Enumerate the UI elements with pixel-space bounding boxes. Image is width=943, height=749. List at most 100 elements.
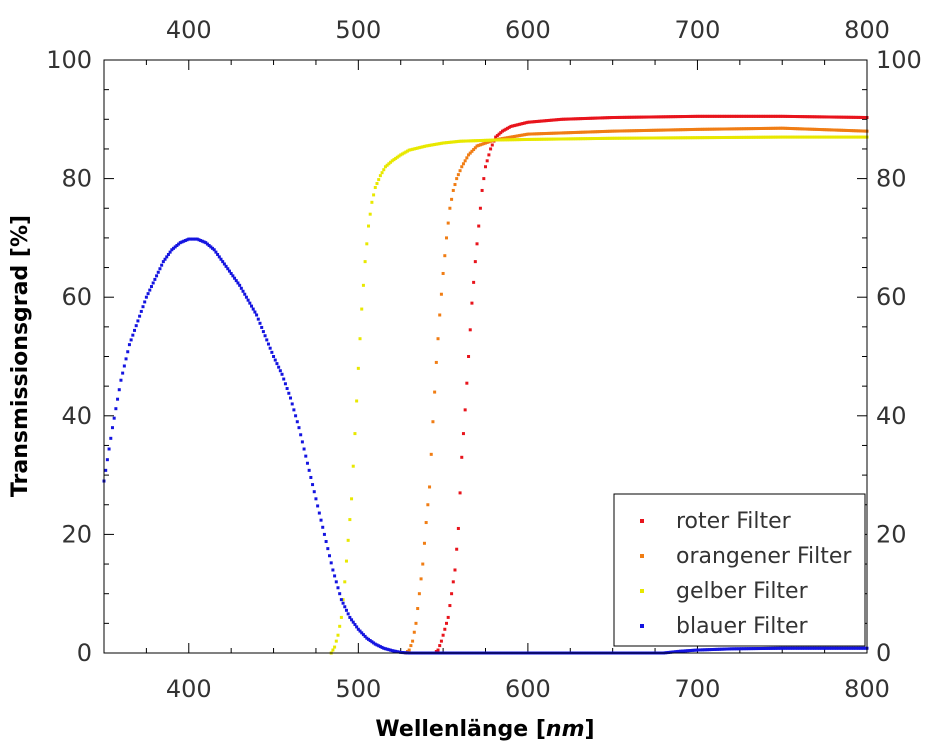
data-point [840, 135, 844, 139]
data-point [809, 127, 813, 131]
data-point [550, 137, 554, 141]
data-point [531, 120, 535, 124]
data-point [746, 114, 750, 118]
data-point [426, 503, 430, 507]
data-point [573, 130, 577, 134]
data-point [507, 125, 511, 129]
data-point [600, 130, 604, 134]
data-point [555, 131, 559, 135]
data-point [834, 646, 838, 650]
data-point [628, 136, 632, 140]
data-point [626, 129, 630, 133]
data-point [826, 135, 830, 139]
data-point [760, 646, 764, 650]
data-point [450, 140, 454, 144]
data-point [789, 126, 793, 130]
data-point [480, 188, 484, 192]
data-point [690, 648, 694, 652]
data-point [680, 115, 684, 119]
data-point [833, 128, 837, 132]
data-point [561, 117, 565, 121]
data-point [670, 115, 674, 119]
data-point [780, 646, 784, 650]
data-point [202, 240, 206, 244]
data-point [124, 357, 128, 361]
data-point [516, 134, 520, 138]
data-point [858, 129, 862, 133]
data-point [338, 624, 342, 628]
data-point [699, 136, 703, 140]
data-point [587, 130, 591, 134]
data-point [707, 114, 711, 118]
data-point [584, 130, 588, 134]
data-point [863, 135, 867, 139]
data-point [211, 246, 215, 250]
data-point [684, 128, 688, 132]
data-point [526, 137, 530, 141]
data-point [824, 128, 828, 132]
data-point [346, 538, 350, 542]
data-point [714, 114, 718, 118]
data-point [848, 115, 852, 119]
data-point [646, 115, 650, 119]
data-point [833, 135, 837, 139]
data-point [522, 121, 526, 125]
data-point [643, 128, 647, 132]
data-point [755, 647, 759, 651]
data-point [241, 289, 245, 293]
data-point [699, 127, 703, 131]
data-point [790, 127, 794, 131]
data-point [716, 114, 720, 118]
data-point [746, 647, 750, 651]
data-point [662, 115, 666, 119]
data-point [804, 115, 808, 119]
data-point [836, 646, 840, 650]
data-point [855, 135, 859, 139]
data-point [480, 142, 484, 146]
data-point [841, 128, 845, 132]
data-point [383, 647, 387, 651]
data-point [394, 156, 398, 160]
data-point [682, 128, 686, 132]
data-point [485, 138, 489, 142]
data-point [506, 136, 510, 140]
data-point [631, 136, 635, 140]
data-point [519, 138, 523, 142]
data-point [350, 497, 354, 501]
data-point [701, 136, 705, 140]
data-point [639, 129, 643, 133]
data-point [646, 136, 650, 140]
data-point [729, 127, 733, 131]
data-point [785, 135, 789, 139]
data-point [821, 115, 825, 119]
data-point [629, 115, 633, 119]
data-point [377, 644, 381, 648]
data-point [840, 646, 844, 650]
data-point [765, 114, 769, 118]
data-point [467, 139, 471, 143]
data-point [567, 117, 571, 121]
data-point [617, 136, 621, 140]
data-point [548, 137, 552, 141]
data-point [304, 454, 308, 458]
data-point [687, 114, 691, 118]
data-point [580, 137, 584, 141]
data-point [572, 131, 576, 135]
data-point [453, 140, 457, 144]
data-point [395, 650, 399, 654]
data-point [248, 301, 252, 305]
data-point [709, 127, 713, 131]
data-point [560, 137, 564, 141]
data-point [740, 647, 744, 651]
data-point [263, 334, 267, 338]
data-point [675, 115, 679, 119]
data-point [445, 141, 449, 145]
data-point [709, 648, 713, 652]
data-point [489, 138, 493, 142]
data-point [450, 197, 454, 201]
data-point [302, 447, 306, 451]
data-point [329, 561, 333, 565]
data-point [114, 407, 118, 411]
data-point [470, 139, 474, 143]
data-point [641, 136, 645, 140]
